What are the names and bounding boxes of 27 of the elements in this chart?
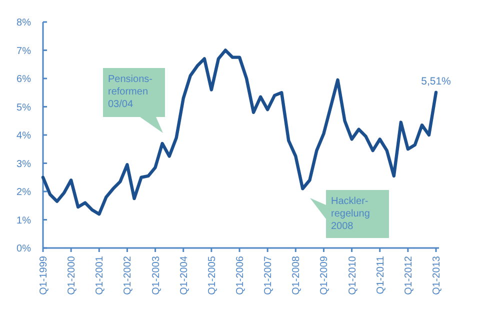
x-tick-label: Q1-2007 (263, 256, 274, 295)
x-tick-label: Q1-2009 (319, 256, 330, 295)
data-label: 5,51% (421, 75, 451, 88)
x-tick-label: Q1-2011 (375, 256, 386, 294)
y-tick-label: 4% (16, 130, 32, 142)
y-tick-label: 1% (16, 215, 32, 226)
y-tick-label: 0% (16, 244, 32, 254)
y-tick-label: 3% (16, 158, 32, 170)
y-tick-label: 6% (16, 74, 32, 85)
y-tick-label: 7% (16, 46, 32, 57)
x-tick-label: Q1-2008 (291, 256, 302, 295)
annotation: Hackler- regelung 2008 (331, 196, 370, 232)
x-tick-label: Q1-2004 (178, 256, 190, 295)
x-tick-label: Q1-2000 (66, 256, 78, 295)
x-tick-label: Q1-2006 (235, 256, 246, 295)
x-tick-label: Q1-2013 (432, 256, 442, 295)
x-tick-label: Q1-2010 (347, 256, 358, 295)
y-tick-label: 5% (16, 102, 32, 114)
x-tick-label: Q1-1999 (38, 256, 50, 295)
x-tick-label: Q1-2003 (150, 256, 162, 295)
y-tick-label: 2% (16, 187, 32, 198)
x-tick-label: Q1-2005 (206, 256, 218, 295)
x-tick-label: Q1-2002 (122, 256, 134, 295)
x-tick-label: Q1-2001 (94, 256, 106, 295)
annotation: Pensions- reformen 03/04 (108, 74, 152, 110)
y-tick-label: 8% (16, 18, 32, 28)
x-tick-label: Q1-2012 (403, 256, 414, 295)
